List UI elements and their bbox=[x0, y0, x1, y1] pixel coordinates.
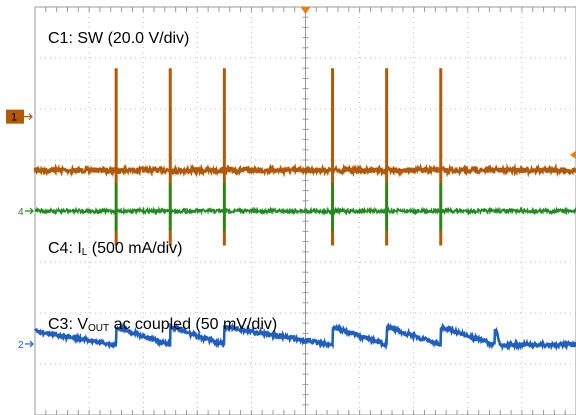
waveforms bbox=[33, 68, 576, 352]
c1-label: C1: SW (20.0 V/div) bbox=[48, 30, 190, 47]
c1-marker-arrow bbox=[24, 113, 33, 121]
channel-markers: 1 4 2 bbox=[6, 7, 576, 351]
c1-marker-box bbox=[6, 109, 24, 124]
c4-label: C4: IL (500 mA/div) bbox=[48, 240, 183, 258]
trigger-position-marker bbox=[300, 7, 311, 14]
c3-trace bbox=[33, 322, 576, 352]
c3-marker-arrow bbox=[25, 340, 34, 348]
c3-label: C3: VOUT ac coupled (50 mV/div) bbox=[48, 316, 278, 334]
c1-marker-text: 1 bbox=[11, 112, 17, 124]
c3-marker-text: 2 bbox=[18, 340, 24, 351]
c4-marker-text: 4 bbox=[18, 207, 24, 218]
c4-marker-arrow bbox=[25, 207, 34, 215]
c1-trace bbox=[33, 162, 576, 178]
trigger-level-marker bbox=[570, 150, 576, 159]
c4-trace bbox=[34, 205, 576, 216]
